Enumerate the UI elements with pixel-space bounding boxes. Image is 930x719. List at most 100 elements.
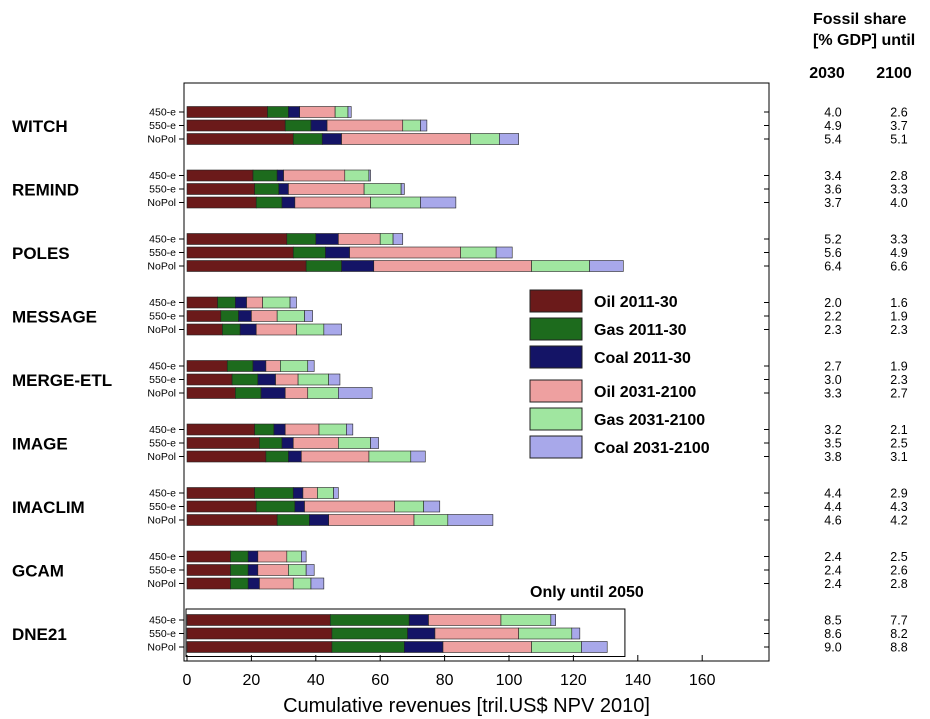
bar-remind-450-e-seg4 [344, 169, 370, 182]
x-tick-label: 100 [496, 672, 523, 689]
bar-witch-450-e-seg0 [186, 106, 268, 118]
bar-image-550-e-seg0 [186, 437, 260, 449]
bar-witch-550-e-seg2 [310, 119, 328, 132]
share-col-2100: 2100 [876, 65, 912, 82]
share-2100-value: 2.7 [890, 387, 907, 401]
bar-poles-450-e-seg3 [338, 233, 381, 245]
bar-imaclim-450-e-seg5 [333, 487, 339, 499]
bar-imaclim-550-e-seg2 [294, 500, 305, 513]
bar-dne21-nopol-seg2 [404, 641, 444, 653]
bar-dne21-450-e-seg0 [186, 614, 331, 626]
bar-poles-550-e-seg1 [292, 246, 326, 259]
bar-poles-550-e-seg0 [186, 246, 294, 259]
bar-dne21-450-e-seg1 [329, 614, 410, 626]
share-2030-value: 5.6 [824, 246, 841, 260]
bar-dne21-550-e-seg0 [186, 627, 333, 640]
bar-image-550-e-seg4 [338, 437, 371, 449]
bar-imaclim-450-e-seg0 [186, 487, 255, 499]
share-2030-value: 5.2 [824, 233, 841, 247]
share-2100-value: 4.3 [890, 500, 907, 514]
bar-witch-450-e-seg5 [347, 106, 352, 118]
bar-merge-etl-550-e-seg1 [231, 373, 259, 386]
bar-remind-nopol-seg0 [186, 196, 257, 209]
bar-poles-550-e-seg5 [495, 246, 513, 259]
bar-poles-nopol-seg2 [341, 260, 375, 272]
share-2100-value: 3.3 [890, 233, 907, 247]
share-2030-value: 2.0 [824, 296, 841, 310]
bar-witch-nopol-seg4 [470, 133, 500, 145]
bar-merge-etl-nopol-seg5 [338, 387, 373, 399]
bar-gcam-550-e-seg1 [230, 564, 249, 576]
bar-merge-etl-550-e-seg5 [328, 373, 341, 386]
model-label-gcam: GCAM [12, 562, 64, 581]
bar-image-450-e-seg5 [346, 423, 354, 436]
bar-poles-550-e-seg2 [325, 246, 350, 259]
bar-gcam-nopol-seg1 [230, 577, 249, 590]
share-2100-value: 3.3 [890, 183, 907, 197]
bar-poles-450-e-seg0 [186, 233, 288, 245]
share-2100-value: 8.8 [890, 641, 907, 655]
x-tick-label: 0 [183, 672, 192, 689]
bar-dne21-550-e-seg4 [518, 627, 573, 640]
bar-merge-etl-nopol-seg0 [186, 387, 236, 399]
scenario-label: 550-e [149, 438, 176, 450]
bar-gcam-nopol-seg5 [310, 577, 325, 590]
legend-swatch [529, 345, 583, 369]
share-2030-value: 8.6 [824, 627, 841, 641]
bar-gcam-550-e-seg0 [186, 564, 231, 576]
bar-merge-etl-550-e-seg2 [257, 373, 276, 386]
legend-swatch [529, 289, 583, 313]
share-title-line2: [% GDP] until [813, 32, 915, 49]
legend-swatch [529, 317, 583, 341]
bar-dne21-450-e-seg2 [408, 614, 429, 626]
scenario-label: 450-e [149, 361, 176, 373]
x-tick-label: 20 [243, 672, 261, 689]
bar-message-nopol-seg1 [222, 323, 241, 336]
bar-image-450-e-seg0 [186, 423, 255, 436]
bar-remind-nopol-seg4 [370, 196, 421, 209]
share-2100-value: 2.9 [890, 487, 907, 501]
scenario-label: 550-e [149, 565, 176, 577]
share-2030-value: 3.6 [824, 183, 841, 197]
share-2030-value: 2.4 [824, 564, 841, 578]
x-tick-label: 60 [371, 672, 389, 689]
x-tick-label: 160 [689, 672, 716, 689]
bar-gcam-550-e-seg4 [288, 564, 307, 576]
bar-gcam-nopol-seg4 [292, 577, 312, 590]
bar-gcam-550-e-seg5 [305, 564, 315, 576]
bar-poles-nopol-seg0 [186, 260, 307, 272]
legend-label: Coal 2011-30 [594, 350, 691, 367]
bar-dne21-nopol-seg3 [442, 641, 532, 653]
bar-remind-nopol-seg1 [255, 196, 283, 209]
bar-gcam-550-e-seg2 [247, 564, 259, 576]
bar-witch-nopol-seg2 [321, 133, 342, 145]
bar-remind-450-e-seg2 [276, 169, 284, 182]
bar-witch-nopol-seg5 [499, 133, 519, 145]
legend-swatch [529, 435, 583, 459]
bar-merge-etl-nopol-seg4 [307, 387, 339, 399]
bar-message-450-e-seg2 [235, 296, 247, 309]
legend-label: Oil 2011-30 [594, 294, 678, 311]
scenario-label: NoPol [147, 578, 176, 590]
bar-imaclim-550-e-seg5 [423, 500, 441, 513]
bar-dne21-550-e-seg3 [434, 627, 519, 640]
bar-imaclim-nopol-seg5 [447, 514, 494, 526]
bar-remind-550-e-seg1 [254, 183, 280, 195]
plot-frame [183, 82, 770, 662]
x-tick-label: 140 [624, 672, 651, 689]
legend: Oil 2011-30 Gas 2011-30 Coal 2011-30 Oil 20… [529, 289, 710, 459]
bar-merge-etl-550-e-seg0 [186, 373, 233, 386]
share-2030-value: 2.3 [824, 323, 841, 337]
bar-dne21-550-e-seg5 [571, 627, 581, 640]
bar-message-450-e-seg5 [289, 296, 297, 309]
bar-imaclim-nopol-seg2 [309, 514, 329, 526]
bar-witch-550-e-seg3 [326, 119, 404, 132]
share-2100-value: 2.6 [890, 564, 907, 578]
bar-poles-450-e-seg2 [315, 233, 339, 245]
bar-gcam-nopol-seg2 [247, 577, 260, 590]
bar-message-nopol-seg0 [186, 323, 223, 336]
share-2030-value: 3.7 [824, 196, 841, 210]
scenario-label: NoPol [147, 515, 176, 527]
share-2100-value: 2.8 [890, 577, 907, 591]
scenario-label: 450-e [149, 234, 176, 246]
